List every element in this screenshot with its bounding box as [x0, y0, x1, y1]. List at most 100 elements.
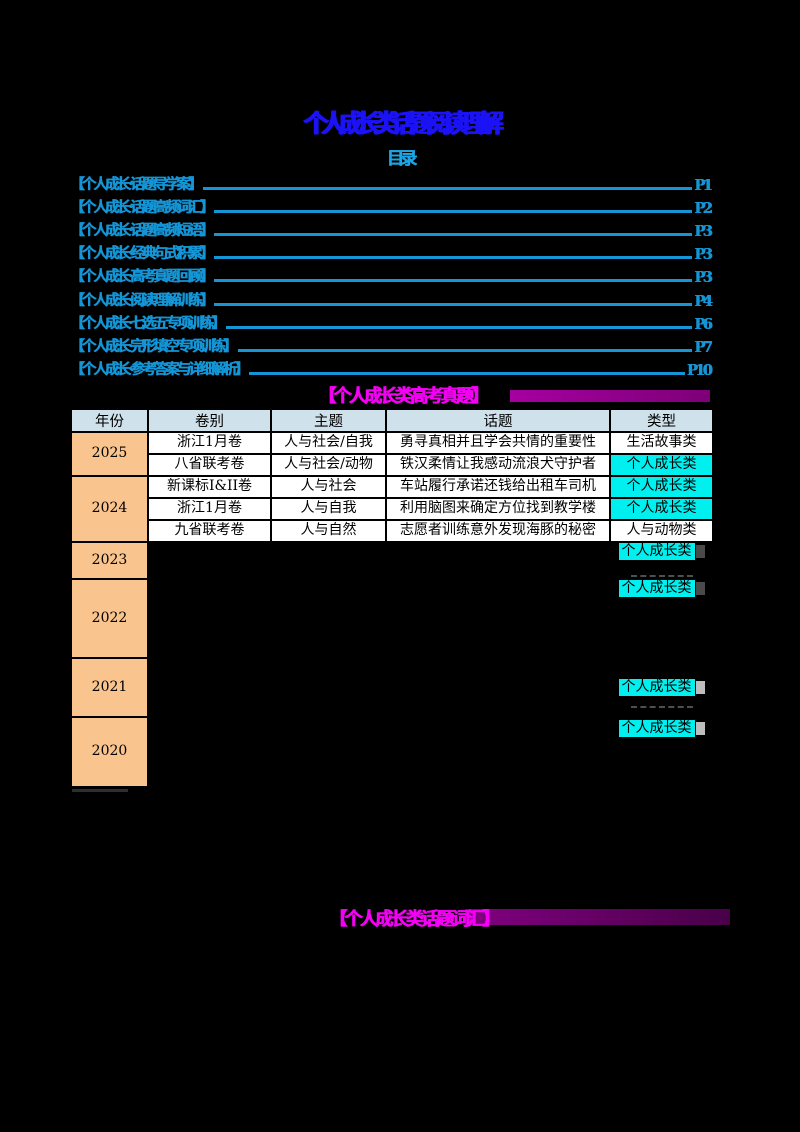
cell-paper: 八省联考卷 [147, 453, 272, 477]
toc-item-page: P6 [694, 315, 712, 333]
table-row-hidden: 个人成长类 [71, 678, 713, 697]
cell-type-highlighted: 个人成长类 [609, 453, 714, 477]
table-row-hidden [71, 598, 713, 618]
page-title: 个人成长类话题阅读理解 [303, 109, 504, 138]
cell-type-badge: 个人成长类 [610, 678, 713, 697]
col-header-topic: 话题 [385, 408, 611, 433]
year-cell-2025: 2025 [70, 431, 149, 477]
table-row-hidden [71, 637, 713, 658]
hidden-type-cell [610, 560, 713, 579]
hidden-cells [148, 542, 610, 560]
hidden-cells [148, 560, 610, 579]
cell-theme: 人与社会/自我 [270, 431, 387, 455]
toc-item-label: 【个人成长·话题高频词汇】 [70, 199, 214, 217]
growth-type-badge: 个人成长类 [618, 543, 695, 560]
growth-type-badge: 个人成长类 [618, 720, 695, 737]
hidden-type-cell [610, 598, 713, 618]
toc-item-label: 【个人成长·话题高频短语】 [70, 222, 214, 240]
hidden-cells [148, 763, 610, 787]
toc-item: 【个人成长·话题高频词汇】 P2 [70, 192, 713, 217]
toc-leader-line [202, 187, 693, 191]
section-heading-exam-text: 【个人成长类高考真题】 [318, 386, 489, 407]
toc-item-label: 【个人成长·高考真题回顾】 [70, 268, 214, 286]
dashed-remnant [630, 575, 693, 577]
text-remnant [695, 582, 705, 595]
table-row-hidden [71, 618, 713, 637]
year-cell-2020: 2020 [70, 716, 149, 788]
section-heading-vocab: 【个人成长类话题词汇】 [70, 903, 730, 930]
cell-topic: 志愿者训练意外发现海豚的秘密 [385, 519, 611, 543]
cell-topic: 利用脑图来确定方位找到教学楼 [385, 497, 611, 521]
cell-paper: 九省联考卷 [147, 519, 272, 543]
table-header-row: 年份 卷别 主题 话题 类型 [70, 408, 714, 433]
toc-item: 【个人成长·完形填空专项训练】 P7 [70, 331, 713, 356]
hidden-type-cell [610, 658, 713, 678]
cell-type-highlighted: 个人成长类 [609, 475, 714, 499]
cell-theme: 人与社会 [270, 475, 387, 499]
hidden-cells [148, 618, 610, 637]
toc-item: 【个人成长·参考答案与详细解析】 P10 [70, 354, 713, 379]
toc-item-page: P3 [694, 246, 712, 264]
year-cell-2021: 2021 [70, 657, 149, 718]
cell-type-badge: 个人成长类 [610, 717, 713, 740]
year-cell-2023: 2023 [70, 541, 149, 580]
toc-leader-line [225, 325, 693, 329]
cell-type-badge: 个人成长类 [610, 579, 713, 598]
section-heading-exam: 【个人成长类高考真题】 [70, 382, 730, 407]
table-row-hidden: 2023 个人成长类 [70, 541, 713, 580]
hidden-type-cell [610, 697, 713, 717]
toc-item-label: 【个人成长·七选五专项训练】 [70, 314, 226, 332]
cell-theme: 人与自然 [270, 519, 387, 543]
table-row-hidden [71, 740, 713, 763]
cell-type: 生活故事类 [609, 431, 714, 455]
toc-leader-line [237, 348, 693, 352]
toc-item-label: 【个人成长·完形填空专项训练】 [70, 337, 237, 355]
table-row-hidden: 2022 个人成长类 [70, 578, 713, 659]
hidden-type-cell [610, 763, 713, 787]
exam-questions-table: 年份 卷别 主题 话题 类型 2025 浙江1月卷 人与社会/自我 勇寻真相并且… [70, 408, 714, 788]
hidden-type-cell [610, 618, 713, 637]
cell-type: 人与动物类 [609, 519, 714, 543]
toc-item-label: 【个人成长·经典句式积累】 [70, 245, 214, 263]
hidden-cells [148, 740, 610, 763]
cell-topic: 勇寻真相并且学会共情的重要性 [385, 431, 611, 455]
toc-leader-line [214, 233, 693, 237]
hidden-cells [148, 658, 610, 678]
toc-item-page: P1 [694, 177, 712, 195]
magenta-highlight-bar [465, 909, 730, 925]
table-of-contents: 【个人成长·话题导学案】 P1 【个人成长·话题高频词汇】 P2 【个人成长·话… [70, 169, 713, 379]
toc-leader-line [214, 256, 693, 260]
hidden-cells [148, 678, 610, 697]
table-row: 2025 浙江1月卷 人与社会/自我 勇寻真相并且学会共情的重要性 生活故事类 [70, 431, 714, 477]
toc-item-label: 【个人成长·参考答案与详细解析】 [70, 360, 249, 378]
cell-paper: 浙江1月卷 [147, 431, 272, 455]
toc-item: 【个人成长·阅读理解训练】 P4 [70, 284, 713, 310]
toc-item-page: P4 [694, 292, 712, 310]
toc-leader-line [214, 210, 693, 214]
hidden-cells [148, 579, 610, 598]
table-row: 2024 新课标I&II卷 人与社会 车站履行承诺还钱给出租车司机 个人成长类 [70, 475, 714, 543]
hidden-cells [148, 717, 610, 740]
text-remnant [695, 722, 705, 735]
table-row: 九省联考卷 人与自然 志愿者训练意外发现海豚的秘密 人与动物类 [71, 519, 714, 543]
toc-item-page: P3 [694, 223, 712, 241]
cell-theme: 人与自我 [270, 497, 387, 521]
table-row-hidden: 2021 [70, 657, 713, 718]
toc-leader-line [214, 302, 693, 306]
hidden-type-cell [610, 740, 713, 763]
cell-topic: 铁汉柔情让我感动流浪犬守护者 [385, 453, 611, 477]
col-header-paper: 卷别 [147, 408, 272, 433]
toc-heading: 目录 [386, 149, 417, 169]
year-cell-2024: 2024 [70, 475, 149, 543]
table-row: 浙江1月卷 人与自我 利用脑图来确定方位找到教学楼 个人成长类 [71, 497, 714, 521]
toc-item: 【个人成长·七选五专项训练】 P6 [70, 308, 713, 333]
hidden-cells [148, 697, 610, 717]
toc-item-page: P7 [694, 338, 712, 356]
table-bottom-remnant [72, 789, 128, 792]
hidden-type-cell [610, 637, 713, 658]
table-row-hidden [71, 560, 713, 579]
cell-paper: 新课标I&II卷 [147, 475, 272, 499]
toc-item: 【个人成长·高考真题回顾】 P3 [70, 261, 713, 286]
table-row-hidden: 2020 个人成长类 [70, 716, 713, 788]
